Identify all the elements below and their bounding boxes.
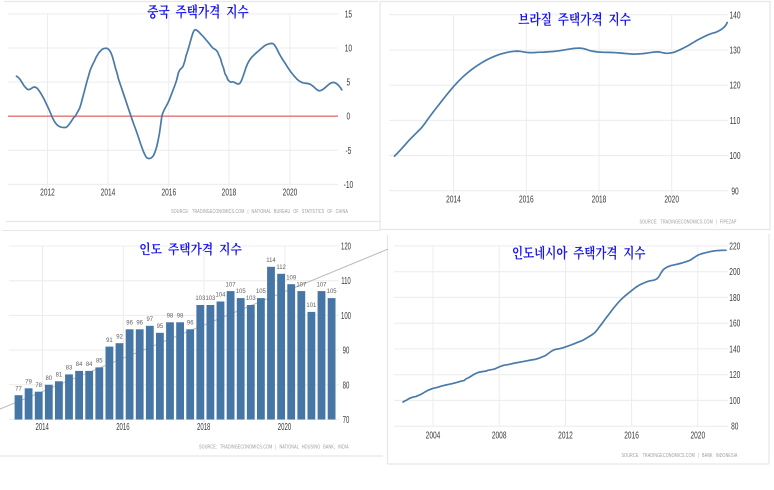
svg-text:103: 103 bbox=[195, 295, 205, 302]
svg-text:130: 130 bbox=[730, 44, 741, 56]
svg-text:81: 81 bbox=[56, 371, 63, 378]
svg-text:105: 105 bbox=[327, 288, 337, 295]
svg-text:96: 96 bbox=[187, 319, 194, 326]
svg-text:107: 107 bbox=[296, 281, 306, 288]
svg-text:80: 80 bbox=[731, 420, 739, 432]
svg-text:140: 140 bbox=[729, 343, 740, 355]
svg-text:114: 114 bbox=[266, 257, 276, 264]
svg-text:98: 98 bbox=[167, 312, 174, 319]
svg-text:70: 70 bbox=[343, 415, 350, 426]
svg-text:78: 78 bbox=[35, 382, 42, 389]
svg-text:97: 97 bbox=[146, 316, 153, 323]
svg-text:SOURCE: TRADINGECONOMICS.COM |: SOURCE: TRADINGECONOMICS.COM | NATIONAL … bbox=[171, 209, 348, 215]
svg-text:96: 96 bbox=[126, 319, 133, 326]
svg-text:2016: 2016 bbox=[624, 429, 639, 441]
svg-text:2014: 2014 bbox=[101, 186, 116, 198]
svg-text:2014: 2014 bbox=[446, 193, 461, 205]
svg-text:96: 96 bbox=[136, 319, 143, 326]
svg-text:SOURCE: TRADINGECONOMICS.COM |: SOURCE: TRADINGECONOMICS.COM | FIPEZAP bbox=[640, 219, 737, 225]
svg-text:107: 107 bbox=[317, 281, 327, 288]
svg-text:100: 100 bbox=[730, 150, 741, 162]
svg-text:120: 120 bbox=[729, 369, 740, 381]
svg-text:95: 95 bbox=[157, 323, 164, 330]
svg-text:2020: 2020 bbox=[690, 429, 705, 441]
svg-text:77: 77 bbox=[15, 385, 22, 392]
svg-text:160: 160 bbox=[729, 317, 740, 329]
svg-text:80: 80 bbox=[45, 375, 52, 382]
svg-text:2018: 2018 bbox=[222, 186, 237, 198]
svg-text:2020: 2020 bbox=[278, 422, 292, 433]
svg-text:10: 10 bbox=[345, 42, 353, 54]
svg-text:91: 91 bbox=[106, 337, 113, 344]
svg-text:2008: 2008 bbox=[492, 429, 507, 441]
svg-text:105: 105 bbox=[256, 288, 266, 295]
svg-text:80: 80 bbox=[343, 380, 350, 391]
svg-text:2012: 2012 bbox=[558, 429, 573, 441]
svg-text:SOURCE: TRADINGECONOMICS.COM |: SOURCE: TRADINGECONOMICS.COM | NATIONAL … bbox=[199, 444, 349, 450]
svg-text:5: 5 bbox=[347, 76, 351, 88]
svg-text:84: 84 bbox=[76, 361, 83, 368]
svg-text:0: 0 bbox=[347, 110, 351, 122]
svg-text:103: 103 bbox=[205, 295, 215, 302]
svg-text:104: 104 bbox=[216, 291, 226, 298]
svg-text:85: 85 bbox=[96, 357, 103, 364]
svg-text:140: 140 bbox=[730, 9, 741, 21]
svg-text:110: 110 bbox=[341, 276, 351, 287]
svg-text:220: 220 bbox=[729, 240, 740, 252]
svg-text:2014: 2014 bbox=[36, 422, 50, 433]
svg-text:109: 109 bbox=[286, 274, 296, 281]
svg-text:120: 120 bbox=[730, 79, 741, 91]
svg-text:2020: 2020 bbox=[664, 193, 679, 205]
svg-text:-10: -10 bbox=[344, 179, 354, 191]
svg-text:200: 200 bbox=[729, 266, 740, 278]
svg-text:2016: 2016 bbox=[519, 193, 534, 205]
svg-text:2018: 2018 bbox=[197, 422, 211, 433]
svg-text:180: 180 bbox=[729, 292, 740, 304]
svg-text:101: 101 bbox=[306, 302, 316, 309]
svg-text:110: 110 bbox=[730, 115, 741, 127]
svg-text:103: 103 bbox=[246, 295, 256, 302]
svg-text:-5: -5 bbox=[345, 144, 351, 156]
svg-text:84: 84 bbox=[86, 361, 93, 368]
svg-text:2016: 2016 bbox=[161, 186, 176, 198]
svg-text:2018: 2018 bbox=[592, 193, 607, 205]
svg-text:79: 79 bbox=[25, 378, 32, 385]
svg-text:83: 83 bbox=[66, 364, 73, 371]
svg-text:107: 107 bbox=[226, 281, 236, 288]
svg-text:100: 100 bbox=[729, 395, 740, 407]
svg-text:92: 92 bbox=[116, 333, 123, 340]
svg-text:2020: 2020 bbox=[283, 186, 298, 198]
svg-text:120: 120 bbox=[341, 241, 351, 252]
svg-text:105: 105 bbox=[236, 288, 246, 295]
svg-text:100: 100 bbox=[341, 310, 351, 321]
svg-text:15: 15 bbox=[345, 8, 353, 20]
svg-text:SOURCE: TRADINGECONOMICS.COM |: SOURCE: TRADINGECONOMICS.COM | BANK INDO… bbox=[622, 452, 738, 458]
svg-text:2004: 2004 bbox=[426, 429, 441, 441]
svg-text:2012: 2012 bbox=[40, 186, 55, 198]
svg-text:98: 98 bbox=[177, 312, 184, 319]
svg-text:112: 112 bbox=[276, 264, 286, 271]
svg-text:90: 90 bbox=[343, 345, 350, 356]
svg-text:2016: 2016 bbox=[116, 422, 130, 433]
svg-text:90: 90 bbox=[731, 185, 739, 197]
